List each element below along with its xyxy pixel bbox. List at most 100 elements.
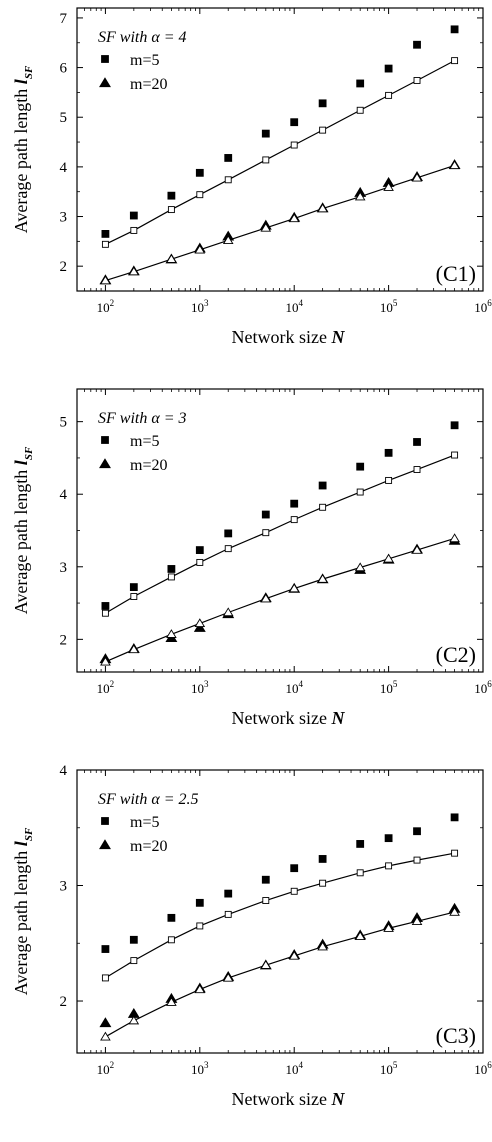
y-tick-label: 6 bbox=[60, 61, 68, 77]
point-open-triangle bbox=[411, 916, 423, 925]
x-tick-label: 104 bbox=[285, 1060, 303, 1077]
point-open-square bbox=[356, 106, 364, 114]
legend-label: m=20 bbox=[130, 838, 167, 855]
legend-title: SF with α = 3 bbox=[98, 410, 187, 427]
point-open-triangle bbox=[411, 544, 423, 554]
point-m20-filled-triangle bbox=[99, 1017, 112, 1028]
point-m5-filled-square bbox=[167, 191, 176, 200]
legend-marker-square bbox=[101, 436, 109, 444]
point-open-triangle bbox=[449, 533, 460, 543]
point-m5-filled-square bbox=[290, 118, 299, 127]
point-m5-filled-square bbox=[356, 79, 365, 88]
x-tick-label: 103 bbox=[191, 679, 209, 696]
point-m5-filled-square bbox=[195, 898, 204, 907]
x-axis-label: Network size N bbox=[232, 708, 346, 728]
point-open-triangle bbox=[194, 618, 206, 628]
point-m5-filled-square bbox=[356, 462, 365, 471]
point-open-square bbox=[224, 545, 232, 553]
point-open-triangle bbox=[260, 960, 272, 969]
point-open-square bbox=[196, 922, 204, 930]
y-tick-label: 4 bbox=[60, 160, 68, 176]
point-m5-filled-square bbox=[101, 230, 110, 238]
point-open-square bbox=[290, 141, 298, 149]
point-open-square bbox=[319, 503, 327, 511]
chart-c3-svg: 102 103 104 105 106 2 3 4 Network size N Average … bbox=[11, 763, 492, 1109]
x-axis-label: Network size N bbox=[232, 1089, 346, 1109]
point-open-square bbox=[319, 879, 327, 887]
point-open-triangle bbox=[100, 656, 111, 666]
point-open-square bbox=[385, 91, 393, 99]
legend-label: m=5 bbox=[130, 52, 159, 69]
legend-marker-triangle bbox=[99, 77, 111, 88]
point-open-triangle bbox=[354, 931, 366, 941]
point-m5-filled-square bbox=[224, 889, 233, 898]
x-tick-label: 104 bbox=[285, 679, 303, 696]
point-open-square bbox=[224, 176, 232, 184]
point-m20-filled-triangle bbox=[193, 621, 206, 632]
point-open-triangle bbox=[383, 182, 394, 191]
legend-title: SF with α = 4 bbox=[98, 29, 187, 46]
point-open-triangle bbox=[194, 244, 206, 254]
y-tick-label: 7 bbox=[60, 11, 68, 27]
point-m5-filled-square bbox=[384, 448, 393, 457]
point-open-triangle bbox=[354, 562, 366, 572]
point-m5-filled-square bbox=[290, 864, 299, 873]
point-open-square bbox=[167, 206, 175, 214]
chart-panel-c2: 102 103 104 105 106 2 3 4 5 Network size N Average… bbox=[0, 381, 492, 761]
point-open-triangle bbox=[166, 629, 177, 638]
point-open-triangle bbox=[288, 950, 300, 960]
x-tick-label: 103 bbox=[191, 1060, 209, 1077]
point-m5-filled-square bbox=[290, 499, 299, 508]
point-open-triangle bbox=[166, 254, 177, 263]
point-open-square bbox=[167, 573, 175, 581]
point-open-triangle bbox=[222, 235, 234, 245]
point-open-triangle bbox=[317, 203, 328, 213]
point-open-square bbox=[356, 488, 364, 496]
point-open-square bbox=[290, 887, 298, 895]
point-open-triangle bbox=[128, 266, 140, 276]
point-open-square bbox=[262, 156, 270, 164]
point-m5-filled-square bbox=[167, 565, 176, 573]
point-open-triangle bbox=[449, 906, 460, 916]
point-open-triangle bbox=[383, 923, 394, 932]
point-m5-filled-square bbox=[413, 40, 421, 49]
point-open-square bbox=[130, 593, 138, 600]
point-open-triangle bbox=[354, 191, 366, 201]
y-tick-label: 2 bbox=[60, 632, 68, 648]
point-m5-filled-square bbox=[413, 438, 421, 446]
point-m5-filled-square bbox=[384, 834, 393, 843]
x-tick-label: 102 bbox=[97, 679, 115, 696]
point-open-triangle bbox=[288, 213, 300, 223]
y-axis-label: Average path length lSF bbox=[11, 827, 35, 995]
x-tick-label: 102 bbox=[97, 298, 115, 315]
point-open-square bbox=[262, 529, 270, 537]
panel-label: (C1) bbox=[436, 261, 476, 286]
x-tick-label: 103 bbox=[191, 298, 209, 315]
point-open-triangle bbox=[288, 583, 300, 593]
point-m5-filled-square bbox=[224, 154, 233, 162]
point-m5-filled-square bbox=[129, 211, 138, 220]
point-m5-filled-square bbox=[384, 64, 393, 73]
point-open-square bbox=[451, 57, 459, 65]
chart-panel-c1: 102 103 104 105 106 2 3 4 5 6 7 Network size N Avera… bbox=[0, 0, 492, 380]
series-2-line bbox=[105, 454, 455, 614]
point-open-square bbox=[262, 897, 270, 904]
point-open-square bbox=[413, 77, 421, 84]
plot-frame bbox=[76, 7, 484, 292]
point-open-triangle bbox=[260, 593, 272, 603]
panel-label: (C3) bbox=[436, 1023, 476, 1048]
point-open-triangle bbox=[222, 607, 234, 617]
y-tick-label: 3 bbox=[60, 210, 68, 226]
x-axis-label: Network size N bbox=[232, 327, 346, 347]
point-m5-filled-square bbox=[450, 421, 459, 430]
y-tick-label: 2 bbox=[60, 994, 68, 1010]
point-m5-filled-square bbox=[261, 129, 270, 138]
y-tick-label: 4 bbox=[60, 763, 68, 779]
point-m5-filled-square bbox=[450, 25, 459, 34]
point-open-triangle bbox=[128, 644, 140, 654]
y-axis-label: Average path length lSF bbox=[11, 65, 35, 233]
y-tick-label: 3 bbox=[60, 560, 68, 576]
point-open-square bbox=[385, 476, 393, 484]
panel-label: (C2) bbox=[436, 642, 476, 667]
point-open-square bbox=[196, 558, 204, 566]
